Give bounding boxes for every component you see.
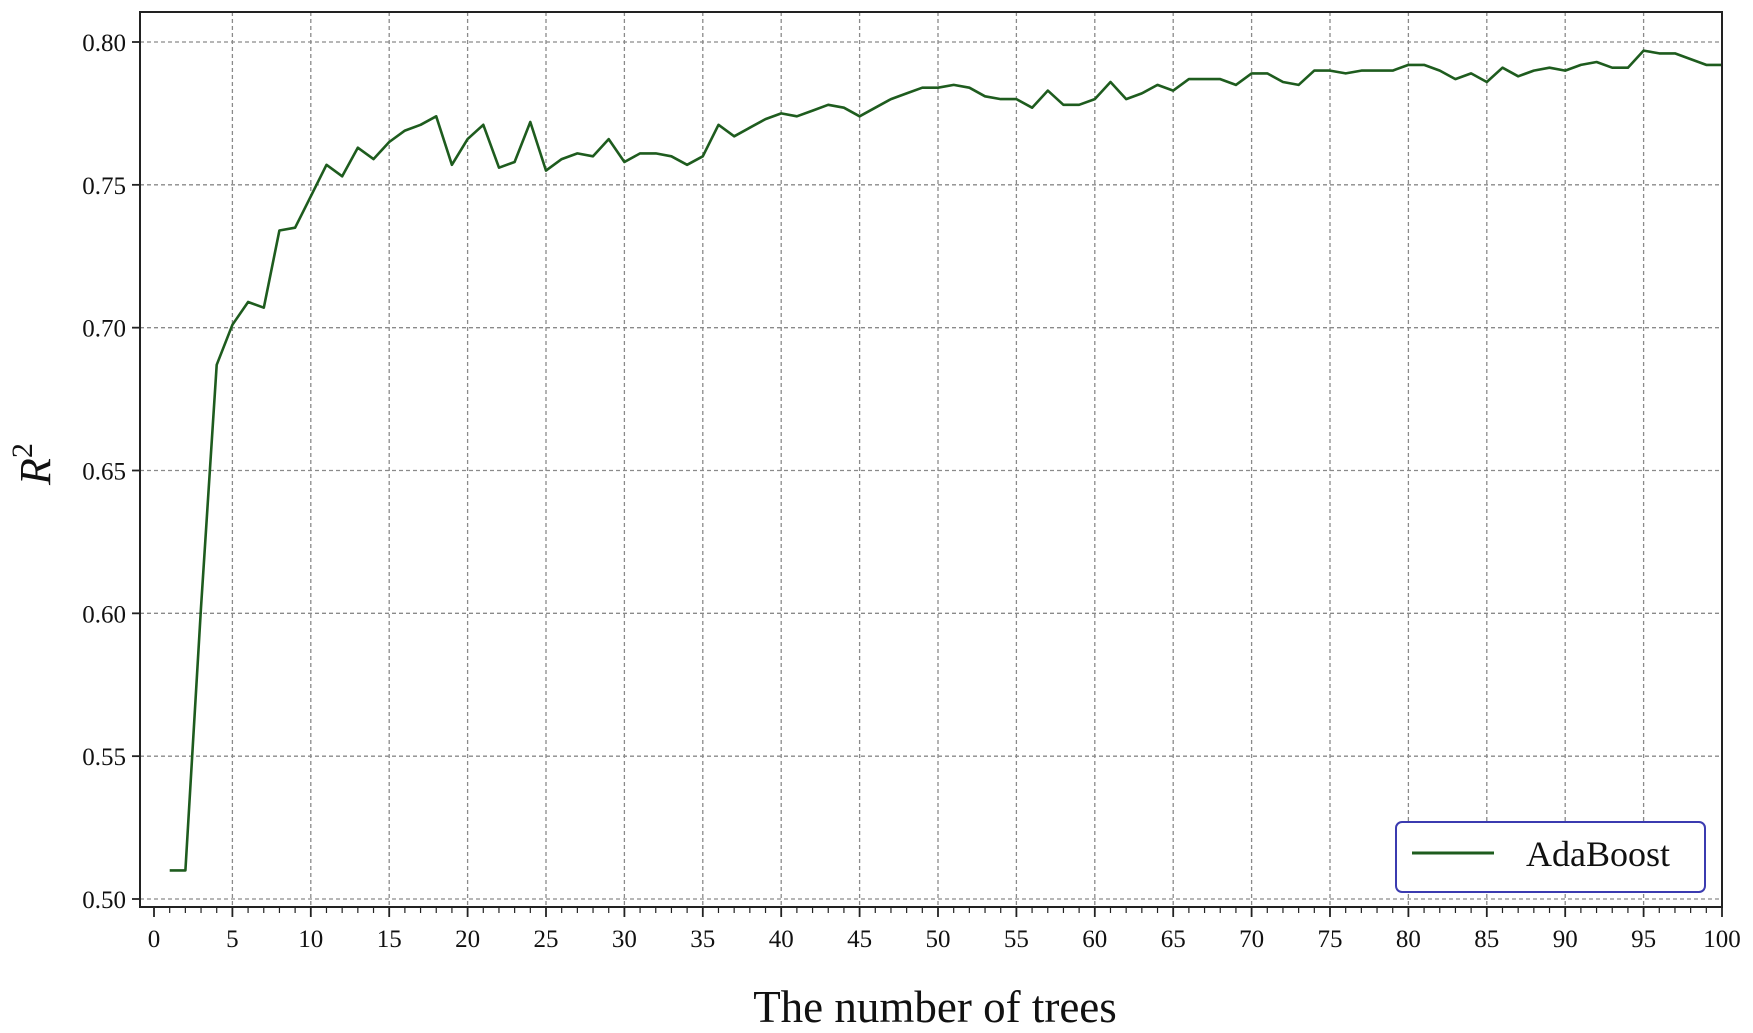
legend-label-adaboost: AdaBoost (1526, 834, 1670, 874)
x-tick-label: 30 (612, 926, 637, 953)
legend: AdaBoost (1395, 821, 1706, 893)
x-tick-label: 65 (1161, 926, 1186, 953)
x-tick-label: 5 (226, 926, 239, 953)
y-tick-label: 0.60 (82, 601, 126, 628)
ticks: 0 5 10 15 20 25 30 35 40 45 50 55 60 65 70 75 80 85 90 95 10… (82, 30, 1741, 953)
grid-lines (140, 12, 1723, 907)
y-tick-label: 0.55 (82, 744, 126, 771)
plot-frame (139, 11, 1723, 908)
y-tick-label: 0.50 (82, 887, 126, 914)
x-tick-label: 10 (298, 926, 323, 953)
x-tick-label: 70 (1239, 926, 1264, 953)
x-tick-label: 40 (769, 926, 794, 953)
x-tick-label: 55 (1004, 926, 1029, 953)
x-tick-label: 45 (847, 926, 872, 953)
y-axis-title-base: R (11, 458, 60, 486)
y-axis-title: R2 (6, 443, 60, 486)
x-tick-label: 95 (1631, 926, 1656, 953)
legend-box (1395, 821, 1706, 893)
x-tick-label: 90 (1553, 926, 1578, 953)
x-axis-title: The number of trees (753, 982, 1117, 1032)
y-tick-label: 0.75 (82, 173, 126, 200)
y-tick-label: 0.70 (82, 316, 126, 343)
x-tick-label: 20 (455, 926, 480, 953)
x-tick-label: 80 (1396, 926, 1421, 953)
series-line-adaboost (169, 49, 1722, 872)
axes (139, 11, 1723, 908)
x-tick-label: 75 (1318, 926, 1343, 953)
y-axis-title-superscript: 2 (6, 443, 39, 458)
x-tick-label: 50 (926, 926, 951, 953)
x-tick-label: 25 (534, 926, 559, 953)
x-tick-label: 100 (1703, 926, 1741, 953)
x-tick-label: 35 (690, 926, 715, 953)
x-tick-label: 15 (377, 926, 402, 953)
x-tick-label: 60 (1082, 926, 1107, 953)
y-tick-label: 0.65 (82, 459, 126, 486)
y-tick-label: 0.80 (82, 30, 126, 57)
series-layer (169, 49, 1722, 872)
x-tick-label: 0 (148, 926, 161, 953)
x-tick-label: 85 (1474, 926, 1499, 953)
